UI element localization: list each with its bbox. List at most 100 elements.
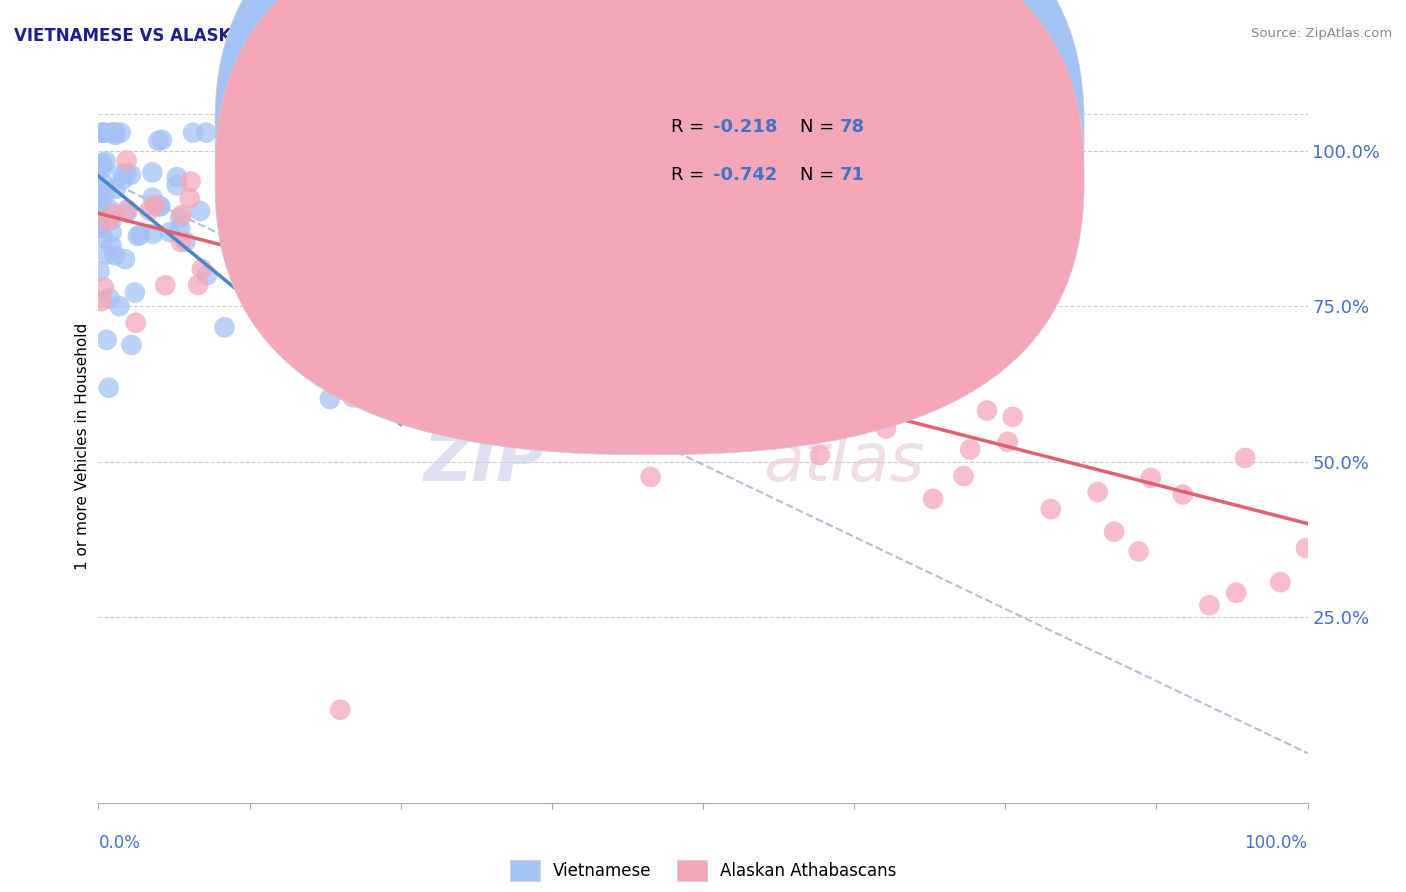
Text: N =: N =: [800, 166, 839, 184]
Point: [180, 175, 202, 189]
Point: [264, 189, 287, 203]
Point: [371, 300, 394, 314]
Point: [458, 259, 481, 273]
Point: [98, 291, 121, 305]
Point: [101, 207, 124, 221]
Point: [463, 303, 485, 318]
Point: [648, 297, 671, 311]
Point: [481, 315, 503, 329]
Point: [149, 199, 172, 213]
Point: [568, 316, 591, 330]
Point: [174, 235, 197, 249]
Text: atlas: atlas: [763, 428, 925, 494]
Point: [195, 268, 218, 283]
Point: [150, 133, 173, 147]
Point: [478, 357, 501, 371]
Point: [115, 166, 138, 180]
Point: [104, 248, 127, 262]
Point: [422, 228, 444, 243]
Point: [997, 434, 1019, 449]
Point: [159, 225, 181, 239]
Point: [125, 316, 148, 330]
Text: N =: N =: [800, 119, 839, 136]
Point: [90, 294, 112, 309]
Point: [1087, 485, 1109, 500]
Point: [271, 148, 294, 162]
Point: [138, 203, 160, 218]
Point: [319, 219, 342, 234]
Point: [94, 154, 117, 169]
Point: [90, 219, 112, 233]
Point: [91, 126, 114, 140]
Text: 100.0%: 100.0%: [1244, 834, 1308, 852]
Point: [93, 178, 115, 192]
Point: [91, 126, 114, 140]
Point: [93, 280, 115, 294]
Legend: Vietnamese, Alaskan Athabascans: Vietnamese, Alaskan Athabascans: [503, 854, 903, 888]
Point: [387, 141, 409, 155]
Point: [104, 126, 127, 140]
Point: [101, 126, 124, 140]
Point: [166, 178, 188, 193]
Point: [342, 390, 364, 404]
Point: [1270, 575, 1292, 590]
Text: R =: R =: [671, 119, 710, 136]
Point: [948, 344, 970, 359]
Point: [115, 202, 138, 217]
Point: [100, 226, 122, 240]
Point: [291, 234, 314, 248]
Point: [89, 219, 111, 234]
Point: [188, 204, 211, 219]
Point: [124, 285, 146, 300]
Point: [319, 392, 342, 406]
Point: [114, 252, 136, 267]
Point: [489, 352, 512, 367]
Point: [91, 207, 114, 221]
Point: [148, 199, 170, 213]
Point: [141, 165, 163, 179]
Point: [530, 292, 553, 306]
Point: [647, 343, 669, 358]
Point: [329, 703, 352, 717]
Point: [547, 358, 569, 372]
Text: -0.742: -0.742: [713, 166, 778, 184]
Point: [166, 169, 188, 184]
Point: [499, 374, 522, 388]
Point: [344, 325, 367, 339]
Point: [436, 296, 458, 310]
Point: [91, 156, 114, 170]
Point: [98, 202, 121, 217]
Point: [97, 213, 120, 227]
Text: 0.0%: 0.0%: [98, 834, 141, 852]
Point: [169, 211, 191, 225]
Point: [1128, 544, 1150, 558]
Point: [104, 182, 127, 196]
Point: [226, 216, 249, 230]
Point: [190, 262, 212, 277]
Point: [195, 126, 218, 140]
Point: [115, 205, 138, 219]
Point: [808, 448, 831, 462]
Point: [104, 128, 127, 142]
Point: [759, 346, 782, 360]
Point: [1295, 541, 1317, 556]
Point: [711, 378, 734, 392]
Point: [637, 368, 659, 383]
Point: [335, 362, 357, 376]
Point: [143, 198, 166, 212]
Point: [1198, 598, 1220, 612]
Point: [129, 227, 152, 242]
Point: [612, 313, 634, 327]
Point: [278, 327, 301, 342]
Point: [1001, 409, 1024, 424]
Point: [349, 203, 371, 218]
Point: [627, 344, 650, 359]
Point: [91, 161, 114, 176]
Point: [323, 274, 346, 288]
Point: [335, 357, 357, 371]
Point: [142, 227, 165, 241]
Point: [875, 421, 897, 435]
Point: [90, 205, 112, 219]
Point: [94, 186, 117, 201]
Point: [96, 247, 118, 261]
